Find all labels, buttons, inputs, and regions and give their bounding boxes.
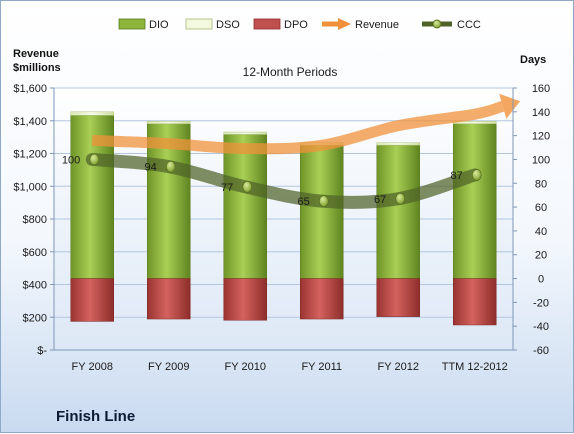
category-label: FY 2009 (148, 361, 189, 373)
right-tick-label: 100 (532, 154, 550, 166)
right-tick-label: 80 (535, 178, 547, 190)
left-tick-label: $200 (23, 312, 47, 324)
ccc-data-label: 87 (451, 170, 463, 182)
category-label: TTM 12-2012 (442, 361, 508, 373)
legend-label: DSO (216, 19, 240, 31)
right-tick-label: 0 (538, 274, 544, 286)
left-tick-label: $- (37, 345, 47, 357)
bar-dpo (223, 278, 267, 321)
right-tick-label: -20 (533, 297, 549, 309)
right-tick-label: 120 (532, 131, 550, 143)
bar-dpo (70, 278, 114, 322)
category-label: FY 2010 (225, 361, 266, 373)
revenue-arrowhead (499, 93, 521, 119)
right-tick-label: 40 (535, 226, 547, 238)
right-tick-label: -60 (533, 345, 549, 357)
ccc-marker (471, 169, 482, 181)
revenue-line (92, 100, 505, 155)
category-label: FY 2008 (72, 361, 113, 373)
series-lines (85, 93, 521, 209)
left-tick-label: $800 (23, 214, 47, 226)
left-tick-label: $1,400 (13, 116, 47, 128)
legend-swatch (118, 18, 146, 30)
legend-swatch (253, 18, 281, 30)
right-tick-label: 140 (532, 107, 550, 119)
ccc-data-label: 65 (298, 196, 310, 208)
chart-title: 12-Month Periods (243, 65, 338, 79)
ccc-data-label: 77 (221, 182, 233, 194)
left-tick-label: $600 (23, 247, 47, 259)
ccc-marker (242, 180, 253, 193)
right-axis-label: Days (520, 54, 546, 66)
bar-dio (453, 123, 497, 279)
right-tick-label: 20 (535, 250, 547, 262)
legend-label: CCC (457, 19, 481, 31)
ccc-marker (318, 195, 329, 208)
right-tick-label: 60 (535, 202, 547, 214)
bar-dio (300, 144, 344, 279)
bar-dpo (376, 278, 420, 317)
bar-dso (376, 142, 420, 146)
ccc-marker (395, 192, 406, 205)
ccc-data-label: 67 (374, 194, 386, 206)
left-tick-label: $1,000 (13, 181, 47, 193)
ccc-markers (89, 153, 482, 208)
left-axis-label-line2: $millions (13, 62, 61, 74)
bar-dso (70, 111, 114, 116)
legend-swatch (185, 18, 213, 30)
bar-dio (376, 144, 420, 279)
legend-swatch-head (338, 18, 351, 30)
bar-dpo (453, 278, 497, 326)
legend-label: DPO (284, 19, 308, 31)
legend: DIO DSO DPO Revenue CCC (118, 18, 481, 31)
bar-dpo (300, 278, 344, 320)
legend-label: Revenue (355, 19, 399, 31)
right-tick-label: -40 (533, 321, 549, 333)
category-label: FY 2011 (301, 361, 342, 373)
bar-dso (147, 121, 191, 124)
legend-item-dso: DSO (185, 18, 240, 31)
ccc-data-label: 100 (62, 154, 80, 166)
left-axis-label-line1: Revenue (13, 48, 59, 60)
legend-swatch-dot (432, 19, 442, 29)
data-labels: 100 94 77 65 67 87 (62, 154, 463, 208)
company-name: Finish Line (56, 408, 135, 425)
bar-dso (223, 131, 267, 135)
bar-dpo (147, 278, 191, 320)
left-tick-label: $1,600 (13, 83, 47, 95)
axes: $- $200 $400 $600 $800 $1,000 $1,200 $1,400 $1,6… (13, 83, 550, 373)
ccc-data-label: 94 (145, 162, 157, 174)
ccc-marker (165, 160, 176, 173)
category-label: FY 2012 (378, 361, 419, 373)
bar-dio (223, 134, 267, 279)
legend-item-revenue: Revenue (322, 18, 399, 31)
left-tick-label: $1,200 (13, 149, 47, 161)
legend-item-dio: DIO (118, 18, 169, 31)
legend-item-ccc: CCC (422, 19, 481, 31)
ccc-marker (89, 153, 100, 166)
ccc-line (85, 152, 482, 209)
left-tick-label: $400 (23, 280, 47, 292)
legend-item-dpo: DPO (253, 18, 308, 31)
legend-label: DIO (149, 19, 169, 31)
right-tick-label: 160 (532, 83, 550, 95)
